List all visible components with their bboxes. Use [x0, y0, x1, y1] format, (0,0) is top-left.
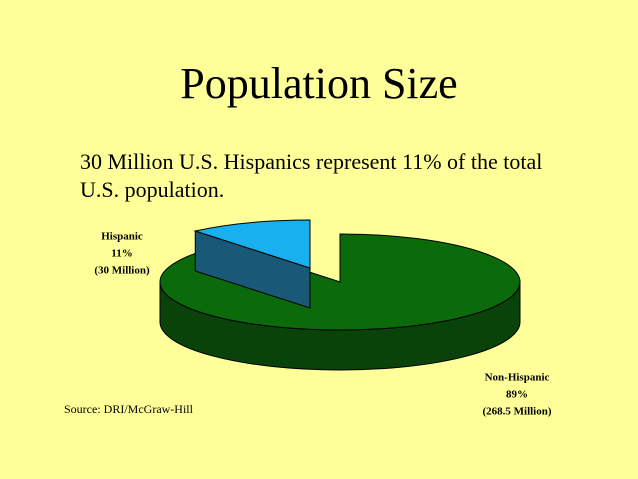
slice-label: Hispanic: [101, 231, 143, 243]
slice-annotation: (268.5 Million): [482, 406, 551, 418]
subtitle: 30 Million U.S. Hispanics represent 11% …: [80, 149, 543, 202]
value-label: 11%: [111, 248, 132, 260]
source-note: Source: DRI/McGraw-Hill: [64, 402, 193, 416]
pie-slice: [193, 219, 311, 309]
slice-annotation: (30 Million): [94, 265, 150, 277]
chart-title: Population Size: [180, 59, 458, 108]
slice-label: Non-Hispanic: [485, 372, 550, 384]
value-label: 89%: [506, 389, 528, 401]
slice-top: [193, 219, 311, 269]
